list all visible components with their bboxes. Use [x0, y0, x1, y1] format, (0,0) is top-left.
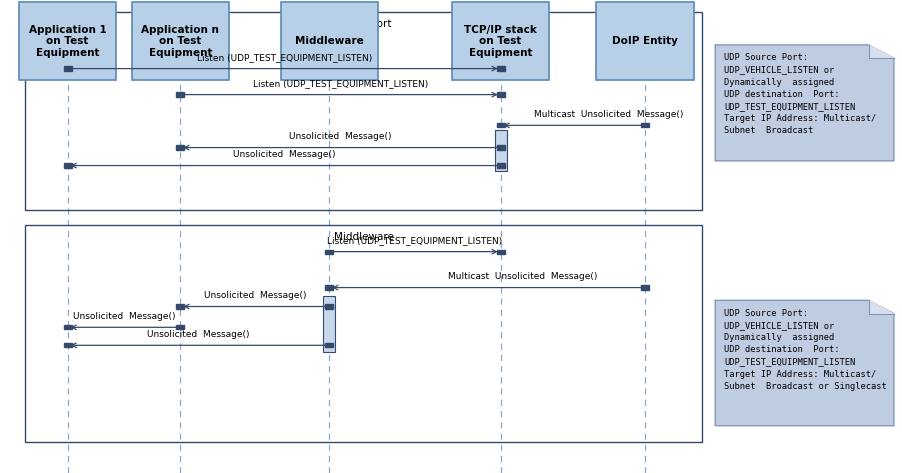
Text: Listen (UDP_TEST_EQUIPMENT_LISTEN): Listen (UDP_TEST_EQUIPMENT_LISTEN): [253, 79, 428, 88]
Bar: [497, 67, 505, 71]
Bar: [495, 130, 507, 171]
Text: Unsolicited  Message(): Unsolicited Message(): [290, 132, 391, 141]
Text: Middleware: Middleware: [334, 232, 393, 242]
Bar: [177, 146, 185, 149]
Bar: [325, 343, 334, 347]
Bar: [497, 92, 505, 96]
Bar: [497, 163, 505, 167]
Bar: [325, 305, 334, 309]
Bar: [325, 285, 334, 289]
Text: Multicast  Unsolicited  Message(): Multicast Unsolicited Message(): [534, 110, 684, 119]
Text: Listen (UDP_TEST_EQUIPMENT_LISTEN): Listen (UDP_TEST_EQUIPMENT_LISTEN): [197, 53, 372, 62]
Bar: [325, 250, 334, 254]
Bar: [25, 225, 702, 442]
Text: Unsolicited  Message(): Unsolicited Message(): [73, 312, 175, 321]
Bar: [132, 2, 229, 80]
Bar: [497, 250, 505, 254]
Polygon shape: [869, 45, 894, 58]
Text: Middleware: Middleware: [295, 36, 364, 46]
Text: Application n
on Test
Equipment: Application n on Test Equipment: [142, 25, 219, 58]
Text: Multicast  Unsolicited  Message(): Multicast Unsolicited Message(): [448, 272, 598, 281]
Bar: [177, 92, 185, 96]
Text: Listen (UDP_TEST_EQUIPMENT_LISTEN): Listen (UDP_TEST_EQUIPMENT_LISTEN): [327, 236, 502, 245]
Bar: [63, 343, 71, 347]
Bar: [497, 146, 505, 149]
Text: Unsolicited  Message(): Unsolicited Message(): [147, 330, 250, 339]
Text: UDP Source Port:
UDP_VEHICLE_LISTEN or
Dynamically  assigned
UDP destination  Po: UDP Source Port: UDP_VEHICLE_LISTEN or D…: [724, 53, 877, 135]
Bar: [452, 2, 549, 80]
Bar: [497, 123, 505, 127]
Bar: [63, 163, 71, 167]
Bar: [281, 2, 378, 80]
Bar: [63, 67, 71, 71]
Bar: [63, 325, 71, 329]
Polygon shape: [869, 300, 894, 314]
Bar: [25, 12, 702, 210]
Text: Application 1
on Test
Equipment: Application 1 on Test Equipment: [29, 25, 106, 58]
Text: TCP/IP stack
on Test
Equipment: TCP/IP stack on Test Equipment: [465, 25, 537, 58]
Bar: [323, 296, 335, 352]
Polygon shape: [715, 45, 894, 161]
Bar: [177, 305, 185, 309]
Text: Unsolicited  Message(): Unsolicited Message(): [204, 291, 306, 300]
Bar: [640, 285, 649, 289]
Text: DoIP Entity: DoIP Entity: [612, 36, 678, 46]
Text: UDP Source Port:
UDP_VEHICLE_LISTEN or
Dynamically  assigned
UDP destination  Po: UDP Source Port: UDP_VEHICLE_LISTEN or D…: [724, 309, 887, 391]
Bar: [177, 325, 185, 329]
Text: Reuse Port: Reuse Port: [336, 19, 391, 29]
Bar: [19, 2, 116, 80]
Polygon shape: [715, 300, 894, 426]
Text: Unsolicited  Message(): Unsolicited Message(): [233, 150, 336, 159]
Bar: [640, 123, 649, 127]
Bar: [596, 2, 694, 80]
